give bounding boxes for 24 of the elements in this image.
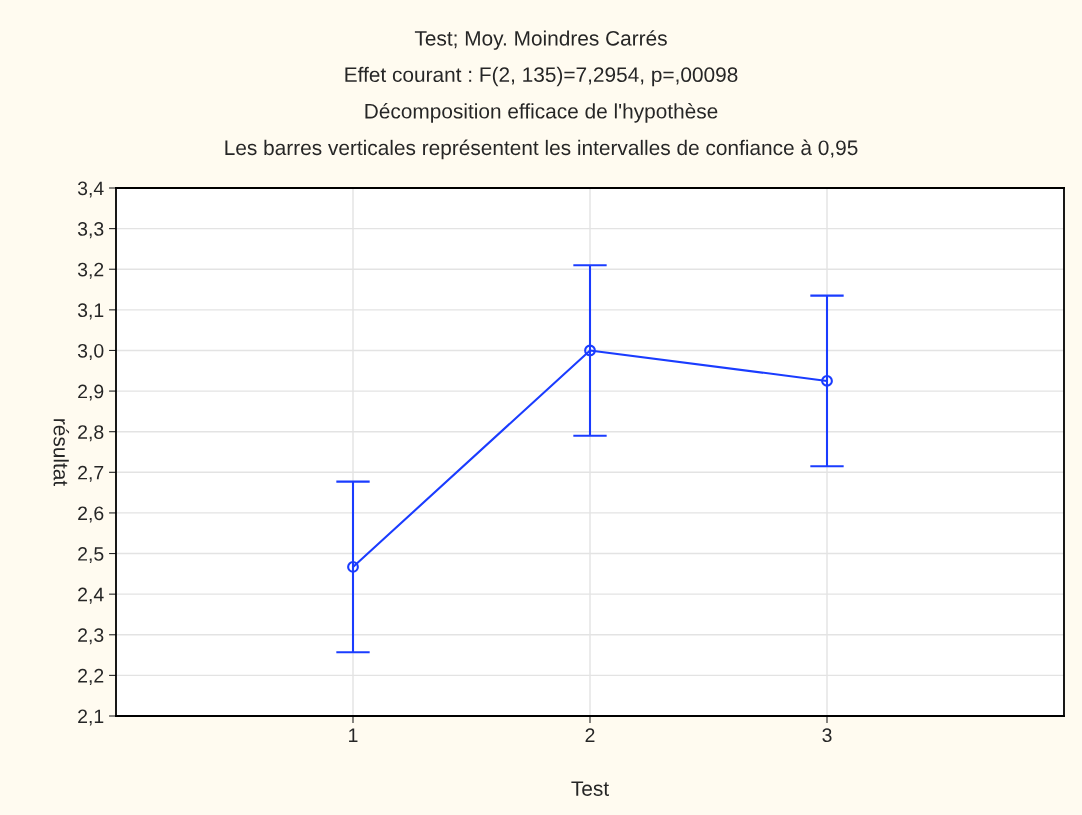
y-tick-label: 2,9 <box>78 384 104 401</box>
chart-subtitle: Effet courant : F(2, 135)=7,2954, p=,00098 Décomposition efficace de l'hypothèse Les barres verticales représentent les intervalles de confiance à 0,95 <box>225 66 858 160</box>
point <box>347 561 359 573</box>
y-axis-title: résultat <box>53 419 70 487</box>
y-tick-label: 3,1 <box>77 303 104 320</box>
y-tick-label: 2,5 <box>78 547 104 564</box>
y-tick-label: 2,8 <box>78 425 104 442</box>
y-tick-label: 2,2 <box>78 668 104 685</box>
y-tick-label: 2,1 <box>78 709 104 726</box>
x-tick-label: 1 <box>349 728 358 742</box>
y-tick-label: 3,2 <box>77 262 104 279</box>
y-tick-label: 3,3 <box>77 222 104 239</box>
y-tick-label: 3,4 <box>77 181 104 198</box>
x-tick-label: 2 <box>585 728 595 742</box>
chart-title: Test; Moy. Moindres Carrés <box>414 30 667 50</box>
y-tick-label: 2,4 <box>78 587 104 604</box>
x-axis-title: Test <box>571 781 609 796</box>
point <box>821 375 833 387</box>
point <box>584 344 596 357</box>
y-tick-label: 3,0 <box>77 343 104 360</box>
x-tick-label: 3 <box>822 728 832 743</box>
y-tick-label: 2,6 <box>78 506 104 523</box>
y-tick-label: 2,3 <box>78 628 104 645</box>
y-tick-label: 2,7 <box>78 465 104 482</box>
